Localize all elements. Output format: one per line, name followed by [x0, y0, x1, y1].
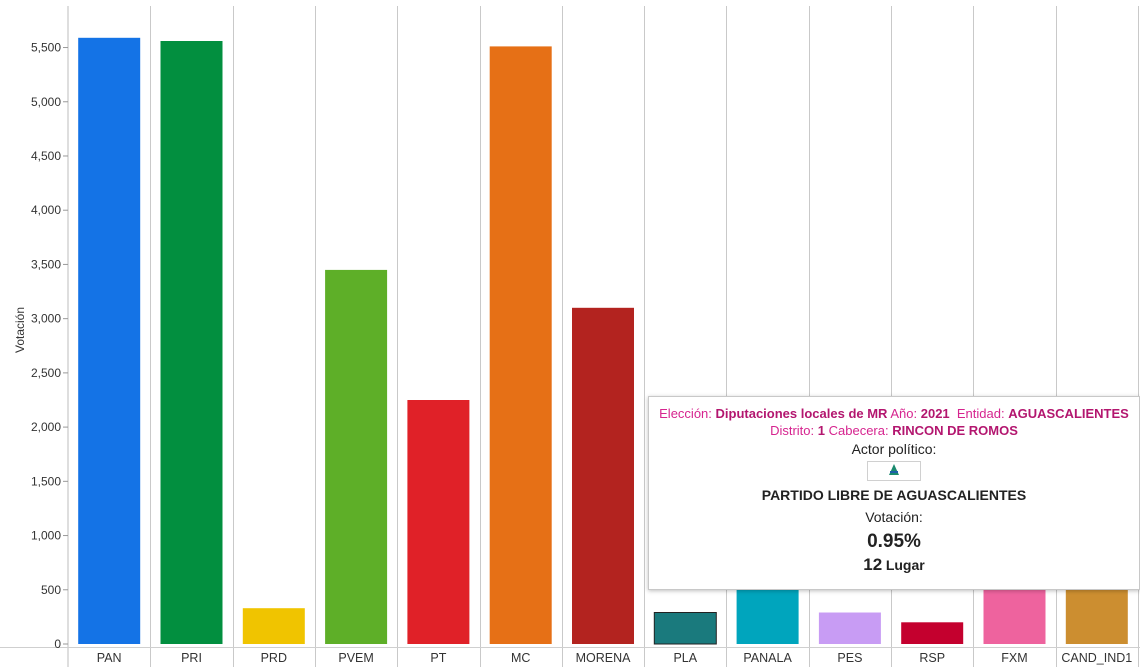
y-axis: 0 500 1,000 1,500 2,000 2,500 3,000 3,500 4,000 4… — [31, 41, 68, 651]
cabecera-label: Cabecera: — [828, 423, 889, 438]
bar-mc[interactable] — [489, 46, 552, 644]
y-tick-label: 500 — [41, 583, 61, 597]
tooltip-district-line: Distrito: 1 Cabecera: RINCON DE ROMOS — [649, 422, 1139, 439]
bar-prd[interactable] — [242, 608, 305, 644]
entidad-label: Entidad: — [956, 406, 1005, 421]
x-tick-label: MORENA — [576, 651, 632, 665]
x-tick-label: PLA — [673, 651, 697, 665]
y-tick-label: 4,500 — [31, 149, 61, 163]
x-tick-label: MC — [511, 651, 530, 665]
rank-number: 12 — [863, 555, 883, 574]
y-axis-title: Votación — [13, 307, 27, 353]
party-logo-icon — [867, 461, 921, 481]
bar-pvem[interactable] — [325, 269, 388, 644]
x-tick-label: PAN — [97, 651, 122, 665]
vote-percent: 0.95% — [867, 531, 921, 552]
x-tick-label: PVEM — [338, 651, 373, 665]
y-tick-label: 5,000 — [31, 95, 61, 109]
bar-panala[interactable] — [736, 587, 799, 644]
cabecera-value: RINCON DE ROMOS — [892, 423, 1018, 438]
y-tick-label: 2,000 — [31, 420, 61, 434]
bar-pan[interactable] — [78, 37, 141, 645]
y-tick-label: 1,500 — [31, 474, 61, 488]
y-tick-label: 1,000 — [31, 529, 61, 543]
bar-pla[interactable] — [653, 612, 717, 645]
distrito-value: 1 — [817, 423, 825, 438]
y-tick-label: 3,500 — [31, 257, 61, 271]
actor-label: Actor político: — [851, 441, 937, 457]
eleccion-label: Elección: — [659, 406, 712, 421]
anio-label: Año: — [890, 406, 918, 421]
y-tick-label: 0 — [54, 637, 61, 651]
y-tick-label: 4,000 — [31, 203, 61, 217]
x-axis: PAN PRI PRD PVEM PT MC MORENA PLA PANALA PES RSP FX… — [97, 651, 1132, 665]
entidad-value: AGUASCALIENTES — [1008, 406, 1129, 421]
bar-fxm[interactable] — [983, 589, 1046, 644]
bar-cand_ind1[interactable] — [1065, 589, 1128, 644]
tooltip-election-line: Elección: Diputaciones locales de MR Año… — [649, 405, 1139, 422]
bar-pt[interactable] — [407, 400, 470, 644]
x-tick-label: CAND_IND1 — [1061, 651, 1132, 665]
rank-word: Lugar — [885, 557, 925, 573]
bar-pri[interactable] — [160, 41, 223, 644]
tooltip: Elección: Diputaciones locales de MR Año… — [648, 396, 1140, 590]
y-tick-label: 2,500 — [31, 366, 61, 380]
x-tick-label: FXM — [1001, 651, 1027, 665]
x-tick-label: PANALA — [743, 651, 792, 665]
votacion-label: Votación: — [865, 509, 923, 525]
x-tick-label: RSP — [919, 651, 945, 665]
anio-value: 2021 — [920, 406, 950, 421]
distrito-label: Distrito: — [770, 423, 815, 438]
y-tick-label: 5,500 — [31, 41, 61, 55]
rank-line: 12 Lugar — [649, 556, 1139, 574]
x-tick-label: PRD — [261, 651, 287, 665]
x-tick-label: PES — [837, 651, 862, 665]
x-tick-label: PRI — [181, 651, 202, 665]
bar-rsp[interactable] — [901, 622, 964, 644]
party-name: PARTIDO LIBRE DE AGUASCALIENTES — [761, 487, 1027, 503]
bar-morena[interactable] — [572, 307, 634, 644]
y-tick-label: 3,000 — [31, 312, 61, 326]
x-tick-label: PT — [430, 651, 446, 665]
chart-bars — [78, 37, 1128, 645]
bar-pes[interactable] — [818, 612, 881, 645]
eleccion-value: Diputaciones locales de MR — [715, 406, 888, 421]
